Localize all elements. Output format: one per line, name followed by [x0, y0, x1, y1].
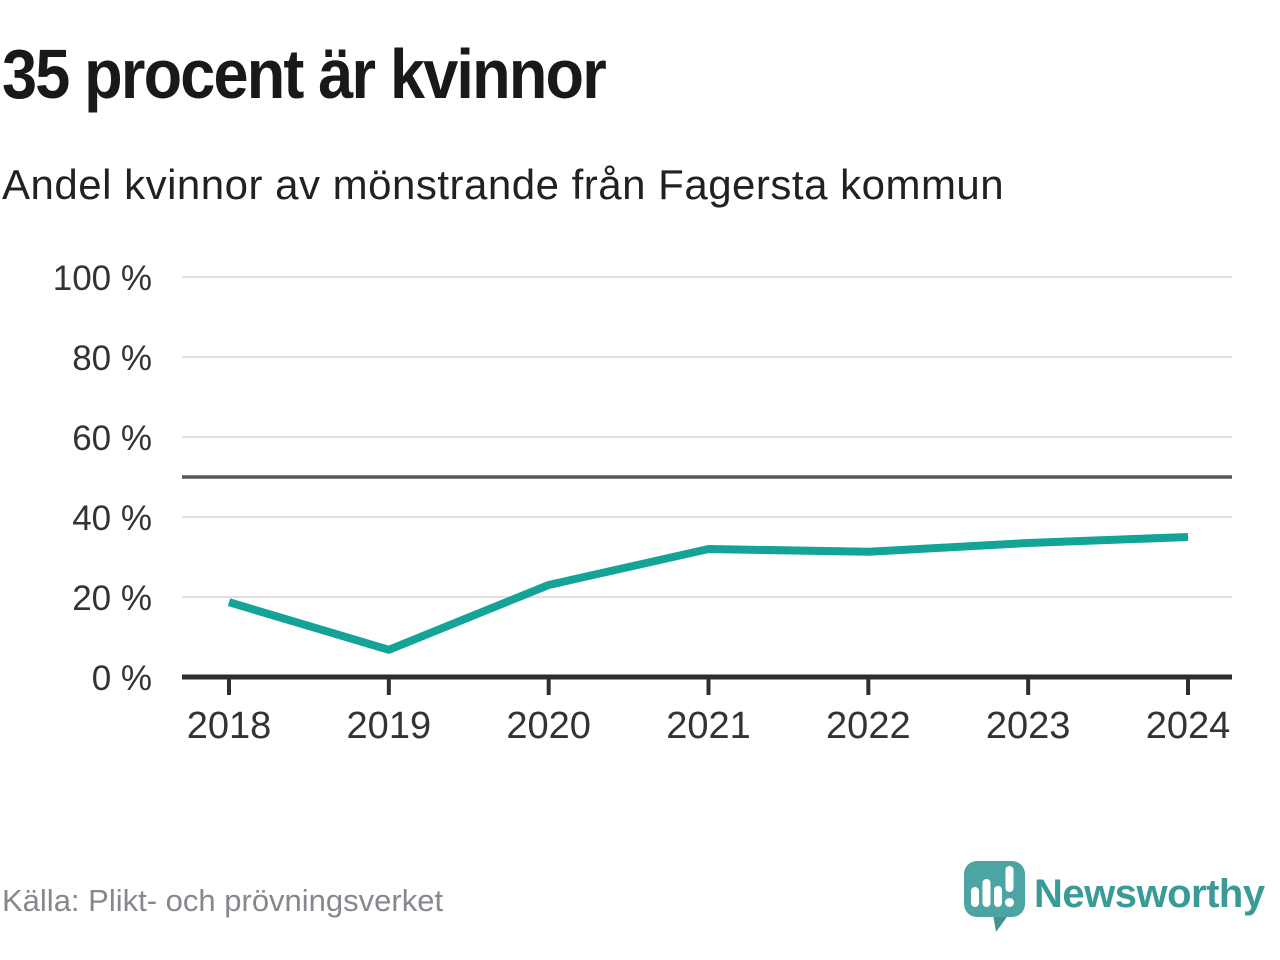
x-tick-label-2020: 2020 [506, 705, 591, 747]
x-tick-label-2022: 2022 [826, 705, 911, 747]
logo-bar-2 [982, 879, 991, 907]
y-tick-label-0: 0 % [92, 659, 152, 698]
y-tick-label-60: 60 % [72, 419, 152, 458]
logo-bubble-tail [993, 914, 1009, 932]
logo-exclamation-bar [1005, 866, 1014, 892]
x-tick-label-2018: 2018 [187, 705, 272, 747]
y-tick-label-100: 100 % [53, 259, 152, 298]
page-title: 35 procent är kvinnor [2, 35, 607, 113]
logo-bar-3 [994, 886, 1002, 907]
y-tick-label-80: 80 % [72, 339, 152, 378]
x-tick-label-2023: 2023 [986, 705, 1071, 747]
newsworthy-logo: Newsworthy [960, 858, 1275, 938]
series-line [227, 533, 1189, 654]
source-text: Källa: Plikt- och prövningsverket [2, 883, 444, 918]
newsworthy-logo-icon [964, 861, 1025, 932]
chart-subtitle: Andel kvinnor av mönstrande från Fagerst… [2, 161, 1005, 208]
x-tick-label-2024: 2024 [1146, 705, 1231, 747]
y-tick-label-40: 40 % [72, 499, 152, 538]
newsworthy-logo-text: Newsworthy [1034, 872, 1265, 916]
x-tick-label-2021: 2021 [666, 705, 751, 747]
logo-bar-1 [971, 887, 979, 907]
x-tick-label-2019: 2019 [347, 705, 432, 747]
logo-exclamation-dot [1005, 898, 1014, 907]
y-tick-label-20: 20 % [72, 579, 152, 618]
